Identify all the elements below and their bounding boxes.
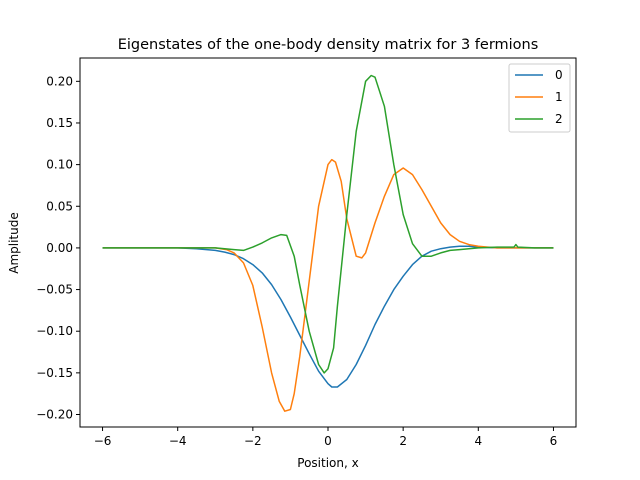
y-tick-label: 0.20 (46, 74, 73, 88)
legend-label-1: 1 (555, 90, 563, 104)
x-tick-label: 6 (550, 434, 558, 448)
y-tick-label: −0.10 (36, 324, 73, 338)
x-tick-label: 4 (474, 434, 482, 448)
plot-series (102, 74, 554, 412)
series-line-2 (102, 74, 554, 374)
legend-box (508, 63, 571, 133)
x-tick-label: 0 (324, 434, 332, 448)
y-tick-label: 0.15 (46, 116, 73, 130)
y-tick-label: −0.05 (36, 283, 73, 297)
y-axis-title: Amplitude (7, 212, 21, 274)
x-tick-label: −2 (244, 434, 262, 448)
x-tick-label: 2 (399, 434, 407, 448)
series-line-1 (102, 158, 554, 412)
y-axis-ticks: −0.20 −0.15 −0.10 −0.05 0.00 0.05 0.10 0.15 0.20 (36, 74, 80, 422)
legend-label-2: 2 (555, 112, 563, 126)
legend-label-0: 0 (555, 68, 563, 82)
y-tick-label: −0.20 (36, 408, 73, 422)
series-line-0 (102, 245, 554, 388)
y-tick-label: 0.10 (46, 158, 73, 172)
x-axis-title: Position, x (297, 456, 358, 470)
x-tick-label: −6 (94, 434, 112, 448)
y-tick-label: 0.05 (46, 199, 73, 213)
y-tick-label: −0.15 (36, 366, 73, 380)
y-tick-label: 0.00 (46, 241, 73, 255)
x-axis-ticks: −6 −4 −2 0 2 4 6 (94, 427, 558, 448)
x-tick-label: −4 (169, 434, 187, 448)
chart-title: Eigenstates of the one-body density matr… (118, 37, 539, 53)
legend: 0 1 2 (508, 63, 571, 133)
